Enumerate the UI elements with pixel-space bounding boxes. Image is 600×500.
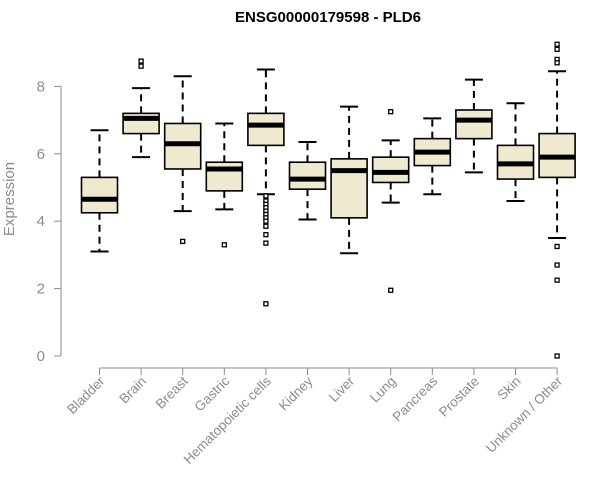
chart-title: ENSG00000179598 - PLD6 bbox=[235, 9, 421, 26]
x-tick-label: Pancreas bbox=[389, 373, 440, 424]
x-tick-label: Lung bbox=[367, 374, 399, 406]
box-gastric bbox=[205, 122, 244, 248]
box-unknown-other bbox=[538, 41, 576, 359]
y-tick-label: 6 bbox=[37, 146, 45, 163]
y-tick-label: 8 bbox=[37, 78, 45, 95]
x-tick-label: Bladder bbox=[64, 373, 108, 417]
outlier-point bbox=[554, 277, 560, 283]
iqr-box bbox=[288, 161, 327, 190]
iqr-box bbox=[163, 122, 202, 170]
y-tick-label: 0 bbox=[37, 348, 45, 365]
box-series bbox=[80, 41, 576, 359]
outlier-point bbox=[388, 109, 394, 115]
iqr-box bbox=[247, 112, 285, 147]
y-tick-label: 2 bbox=[37, 281, 45, 298]
outlier-point bbox=[263, 240, 269, 246]
x-tick-label: Brain bbox=[116, 374, 149, 407]
x-tick-label: Kidney bbox=[276, 373, 316, 413]
iqr-box bbox=[455, 109, 493, 140]
iqr-box bbox=[330, 158, 368, 219]
box-prostate bbox=[455, 78, 493, 174]
outlier-point bbox=[263, 193, 269, 199]
box-skin bbox=[496, 102, 535, 202]
box-brain bbox=[122, 58, 160, 159]
x-tick-label: Unknown / Other bbox=[483, 373, 566, 456]
x-tick-label: Prostate bbox=[436, 374, 482, 420]
outlier-point bbox=[554, 262, 560, 268]
box-kidney bbox=[288, 141, 327, 221]
iqr-box bbox=[371, 156, 410, 184]
x-tick-label: Gastric bbox=[192, 373, 233, 414]
outlier-point bbox=[180, 238, 186, 245]
outlier-point bbox=[263, 218, 269, 224]
outlier-point bbox=[138, 58, 144, 64]
outlier-point bbox=[138, 63, 144, 69]
x-tick-label: Liver bbox=[326, 373, 358, 405]
outlier-point bbox=[554, 60, 560, 66]
y-tick-label: 4 bbox=[37, 213, 45, 230]
outlier-point bbox=[554, 243, 560, 250]
box-liver bbox=[330, 105, 368, 255]
outlier-point bbox=[554, 41, 560, 47]
box-hematopoietic-cells bbox=[247, 68, 285, 307]
outlier-point bbox=[221, 242, 227, 248]
outlier-point bbox=[263, 301, 269, 307]
iqr-box bbox=[80, 176, 119, 214]
outlier-point bbox=[554, 46, 560, 52]
x-tick-label: Skin bbox=[494, 374, 523, 403]
box-bladder bbox=[80, 129, 119, 253]
box-lung bbox=[371, 109, 410, 293]
y-axis: 0 2 4 6 8 bbox=[37, 78, 62, 365]
outlier-point bbox=[388, 287, 394, 293]
box-pancreas bbox=[413, 117, 452, 196]
outlier-point bbox=[263, 232, 269, 238]
outlier-point bbox=[554, 353, 560, 359]
outlier-point bbox=[263, 223, 269, 229]
y-axis-label: Expression bbox=[1, 162, 18, 236]
box-breast bbox=[163, 75, 202, 245]
x-tick-label: Breast bbox=[153, 373, 191, 411]
